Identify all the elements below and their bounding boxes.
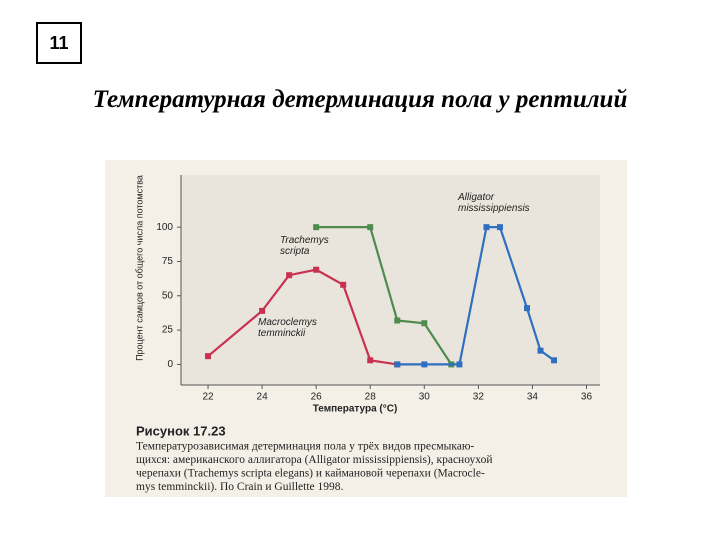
series-line: [397, 226, 555, 366]
caption-line: черепахи (Trachemys scripta elegans) и к…: [136, 468, 485, 480]
data-point: [367, 357, 374, 364]
data-point: [313, 224, 320, 231]
series-label: Macroclemys temminckii: [258, 317, 317, 339]
slide-number: 11: [36, 22, 82, 64]
data-point: [394, 361, 401, 368]
data-point: [524, 305, 531, 312]
x-tick-label: 36: [581, 392, 593, 403]
x-tick-label: 28: [365, 392, 377, 403]
x-tick-label: 32: [473, 392, 485, 403]
data-point: [551, 357, 558, 364]
plot-area: [181, 175, 600, 385]
data-point: [421, 361, 428, 368]
series-label: Trachemys scripta: [280, 235, 329, 257]
data-point: [259, 307, 266, 314]
caption-line: щихся: американского аллигатора (Alligat…: [136, 454, 493, 466]
data-point: [496, 224, 503, 231]
data-point: [483, 224, 490, 231]
caption-line: mys temminckii). По Crain и Guillette 19…: [136, 481, 344, 493]
data-point: [205, 353, 212, 360]
figure-label: Рисунок 17.23: [136, 423, 226, 438]
data-point: [313, 266, 320, 273]
data-point: [367, 224, 374, 231]
y-tick-label: 0: [167, 359, 173, 370]
caption-line: Температурозависимая детерминация пола у…: [136, 441, 474, 453]
y-axis-label: Процент самцов от общего числа потомства: [134, 175, 144, 361]
data-point: [537, 347, 544, 354]
y-tick-label: 50: [162, 290, 174, 301]
x-axis-label: Температура (°C): [313, 404, 398, 415]
x-tick-label: 26: [311, 392, 323, 403]
data-point: [340, 281, 347, 288]
x-tick-label: 24: [257, 392, 269, 403]
data-point: [286, 272, 293, 279]
y-tick-label: 75: [162, 256, 174, 267]
x-tick-label: 30: [419, 392, 431, 403]
y-tick-label: 100: [156, 222, 173, 233]
y-tick-label: 25: [162, 325, 174, 336]
x-tick-label: 22: [202, 392, 214, 403]
data-point: [394, 317, 401, 324]
x-tick-label: 34: [527, 392, 539, 403]
slide-title: Температурная детерминация пола у рептил…: [92, 86, 628, 113]
data-point: [421, 320, 428, 327]
data-point: [456, 361, 463, 368]
series-label: Alligator mississippiensis: [457, 192, 530, 214]
